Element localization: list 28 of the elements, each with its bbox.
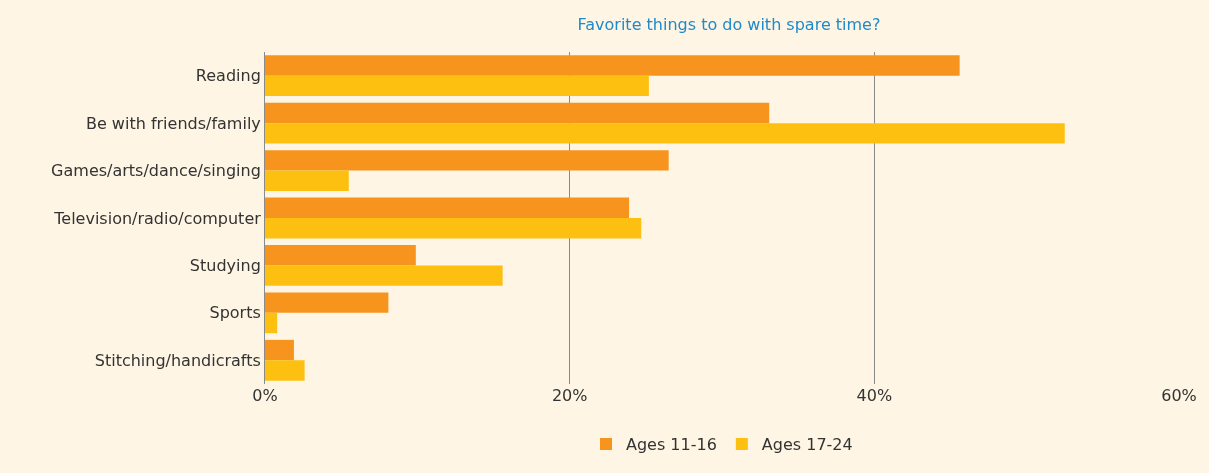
bar (265, 218, 642, 239)
x-tick-label: 20% (551, 386, 588, 405)
y-tick-label: Studying (189, 256, 261, 276)
bar (265, 339, 294, 361)
bar (265, 150, 669, 171)
y-tick-label: Television/radio/computer (53, 208, 262, 228)
legend-label: Ages 17-24 (761, 435, 853, 455)
bar (265, 312, 278, 334)
x-tick-label: 60% (1161, 386, 1197, 405)
bar (265, 360, 305, 381)
x-tick-label: 40% (856, 386, 893, 405)
bar (265, 197, 630, 218)
y-tick-label: Stitching/handicrafts (94, 350, 261, 370)
y-tick-label: Sports (209, 303, 261, 323)
y-tick-label: Reading (195, 66, 261, 86)
y-tick-label: Games/arts/dance/singing (51, 161, 261, 181)
legend-label: Ages 11-16 (626, 435, 717, 455)
bar (265, 123, 1065, 144)
bar (265, 55, 960, 76)
chart-title: Favorite things to do with spare time? (577, 15, 881, 35)
y-tick-label: Be with friends/family (85, 113, 261, 133)
bar (265, 245, 416, 266)
bar (265, 292, 389, 313)
bar (265, 102, 770, 124)
bar (265, 265, 503, 286)
x-tick-label: 0% (252, 386, 278, 405)
bar (265, 75, 649, 97)
bar (265, 170, 349, 191)
